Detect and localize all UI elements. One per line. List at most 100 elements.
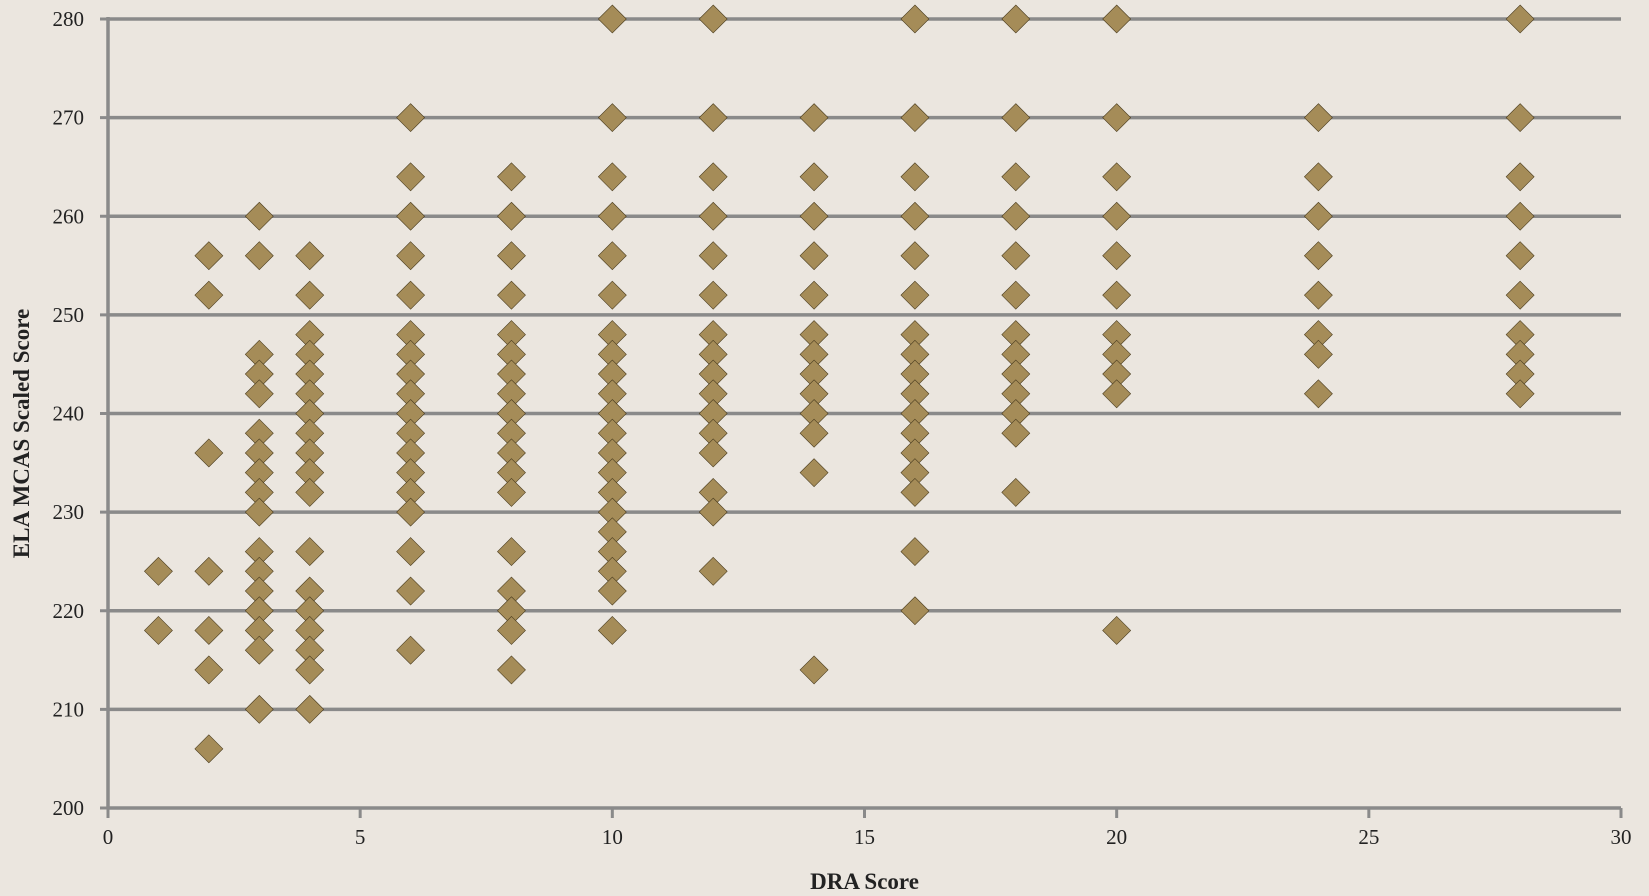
data-point <box>799 458 829 488</box>
data-point <box>1303 280 1333 310</box>
data-point <box>900 4 930 34</box>
data-point <box>144 556 173 586</box>
data-point <box>597 280 627 310</box>
data-point <box>1505 103 1535 133</box>
data-point <box>396 280 426 310</box>
data-point <box>597 241 627 271</box>
data-point <box>1102 280 1132 310</box>
data-point <box>1102 103 1132 133</box>
x-tick-label: 0 <box>103 825 114 849</box>
data-point <box>497 241 526 271</box>
data-point <box>900 241 930 271</box>
data-point <box>244 201 274 231</box>
data-point <box>1505 379 1535 409</box>
data-point <box>497 201 526 231</box>
data-point <box>295 655 325 685</box>
data-point <box>194 655 224 685</box>
data-point <box>1303 339 1333 369</box>
data-point <box>698 241 728 271</box>
data-point <box>194 438 224 468</box>
data-point <box>497 280 526 310</box>
data-point <box>1505 241 1535 271</box>
data-point <box>698 497 728 527</box>
data-point <box>396 201 426 231</box>
y-tick-label: 210 <box>53 697 85 721</box>
data-point <box>194 734 224 764</box>
y-tick-label: 250 <box>53 303 85 327</box>
data-point <box>1303 103 1333 133</box>
data-point <box>1505 201 1535 231</box>
axes <box>100 17 1623 818</box>
x-tick-label: 5 <box>355 825 366 849</box>
data-point <box>194 556 224 586</box>
data-point <box>396 103 426 133</box>
y-tick-label: 200 <box>53 796 85 820</box>
data-point <box>799 655 829 685</box>
data-point <box>244 241 274 271</box>
data-point <box>1001 103 1031 133</box>
data-point <box>1102 241 1132 271</box>
tick-labels: 200 210 220 230 240 250 260 270 280 0 5 10 15 20 25 30 <box>53 7 1632 849</box>
x-tick-label: 20 <box>1106 825 1127 849</box>
y-tick-label: 260 <box>53 204 85 228</box>
data-point <box>1102 616 1132 645</box>
data-point <box>698 438 728 468</box>
data-point <box>1303 379 1333 409</box>
data-point <box>497 616 526 645</box>
data-point <box>799 201 829 231</box>
data-point <box>900 537 930 566</box>
data-point <box>1001 418 1031 448</box>
y-tick-label: 220 <box>53 599 85 623</box>
data-point <box>295 694 325 724</box>
x-tick-label: 15 <box>854 825 875 849</box>
data-point <box>597 616 627 645</box>
data-point <box>194 616 224 645</box>
data-point <box>497 162 526 192</box>
data-point <box>1001 162 1031 192</box>
data-point <box>698 201 728 231</box>
data-point <box>799 162 829 192</box>
gridlines <box>108 17 1621 712</box>
x-tick-label: 10 <box>602 825 623 849</box>
data-point <box>396 162 426 192</box>
data-point <box>799 418 829 448</box>
y-tick-label: 230 <box>53 500 85 524</box>
data-point <box>295 241 325 271</box>
data-point <box>1001 280 1031 310</box>
data-point <box>698 103 728 133</box>
data-point <box>1102 162 1132 192</box>
x-axis-title: DRA Score <box>810 869 919 894</box>
data-point <box>194 241 224 271</box>
data-point <box>1001 4 1031 34</box>
data-point <box>194 280 224 310</box>
data-point <box>900 477 930 507</box>
data-point <box>396 537 426 566</box>
data-point <box>244 694 274 724</box>
data-point <box>597 201 627 231</box>
data-point <box>1102 4 1132 34</box>
data-point <box>497 655 526 685</box>
data-point <box>1505 280 1535 310</box>
data-point <box>1303 162 1333 192</box>
data-point <box>900 103 930 133</box>
data-point <box>295 280 325 310</box>
data-point <box>396 576 426 606</box>
data-point <box>698 162 728 192</box>
y-axis-title: ELA MCAS Scaled Score <box>9 309 34 558</box>
data-point <box>799 241 829 271</box>
data-point <box>1001 477 1031 507</box>
data-point <box>295 537 325 566</box>
data-point <box>497 537 526 566</box>
data-point <box>1102 379 1132 409</box>
data-point <box>698 556 728 586</box>
data-point <box>1303 201 1333 231</box>
data-point <box>900 162 930 192</box>
data-point <box>597 576 627 606</box>
data-point <box>1102 201 1132 231</box>
data-point <box>597 4 627 34</box>
data-point <box>396 635 426 665</box>
data-point <box>396 241 426 271</box>
data-point <box>1505 4 1535 34</box>
